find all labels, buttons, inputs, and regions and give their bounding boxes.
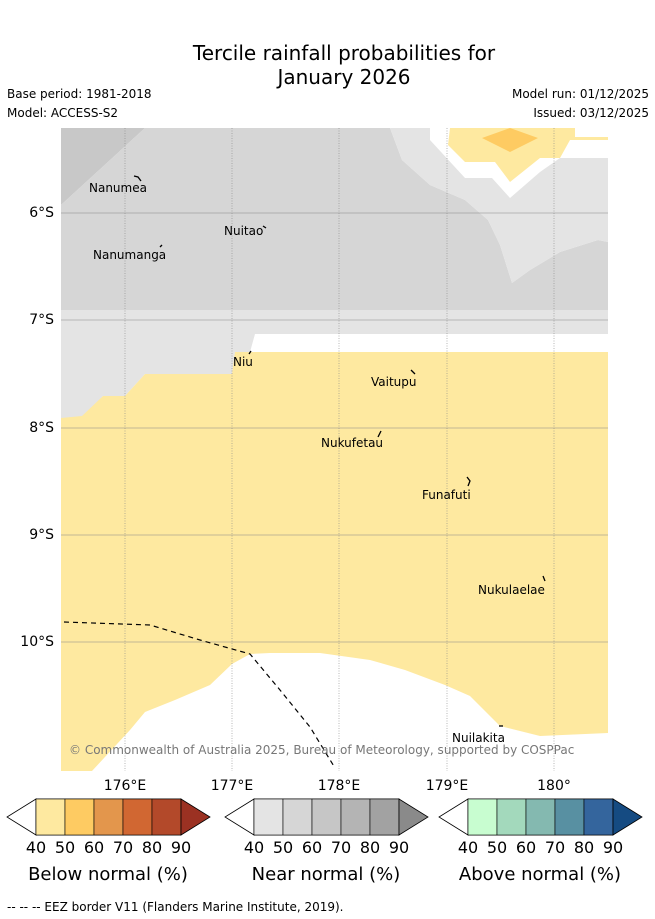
colorbar-below-normal xyxy=(6,798,211,836)
island-mark-nukufetau xyxy=(377,430,382,438)
lat-label: 7°S xyxy=(29,312,54,328)
region-below-normal-40 xyxy=(61,352,608,771)
colorbar-tick: 50 xyxy=(54,838,76,857)
colorbar-below-high-triangle xyxy=(180,798,211,836)
colorbar-tick: 70 xyxy=(544,838,566,857)
place-label-nukufetau: Nukufetau xyxy=(321,436,384,450)
model-name: Model: ACCESS-S2 xyxy=(7,106,119,120)
copyright-notice: © Commonwealth of Australia 2025, Bureau… xyxy=(69,743,575,757)
colorbar-tick: 40 xyxy=(243,838,265,857)
colorbar-cell xyxy=(583,798,614,836)
colorbar-tick: 50 xyxy=(486,838,508,857)
lon-label: 176°E xyxy=(103,778,147,794)
lon-label: 180° xyxy=(537,778,571,794)
place-label-nanumanga: Nanumanga xyxy=(93,248,167,262)
colorbar-near-low-triangle xyxy=(224,798,255,836)
colorbar-tick: 70 xyxy=(330,838,352,857)
colorbar-tick: 60 xyxy=(83,838,105,857)
colorbar-above-title: Above normal (%) xyxy=(458,864,622,885)
island-mark-vaitupu xyxy=(410,369,416,375)
colorbar-near-normal xyxy=(224,798,429,836)
map-gridlines xyxy=(61,128,608,771)
eez-border-line xyxy=(63,621,336,769)
colorbar-near-title: Near normal (%) xyxy=(251,864,401,885)
base-period: Base period: 1981-2018 xyxy=(7,87,152,101)
place-label-nuitao: Nuitao xyxy=(224,224,264,238)
region-near-normal-40-mid xyxy=(61,310,608,418)
lon-label: 178°E xyxy=(317,778,361,794)
place-label-vaitupu: Vaitupu xyxy=(371,375,417,389)
place-label-nukulaelae: Nukulaelae xyxy=(478,583,545,597)
colorbar-above-normal xyxy=(438,798,643,836)
colorbar-below-low-triangle xyxy=(6,798,37,836)
colorbar-tick: 90 xyxy=(602,838,624,857)
colorbar-cell xyxy=(35,798,66,836)
lon-label: 179°E xyxy=(425,778,469,794)
colorbar-below-cells xyxy=(35,798,182,836)
colorbar-tick: 80 xyxy=(573,838,595,857)
colorbar-above-low-triangle xyxy=(438,798,469,836)
colorbar-tick: 80 xyxy=(141,838,163,857)
colorbar-above-cells xyxy=(467,798,614,836)
colorbar-cell xyxy=(253,798,284,836)
place-label-nanumea: Nanumea xyxy=(89,181,147,195)
lat-label: 9°S xyxy=(29,527,54,543)
place-label-nuilakita: Nuilakita xyxy=(452,731,505,745)
island-mark-nuitao xyxy=(262,225,267,229)
island-mark-niu xyxy=(248,350,252,355)
map-title-line1: Tercile rainfall probabilities for xyxy=(192,41,496,65)
colorbar-cell xyxy=(311,798,342,836)
colorbar-tick: 60 xyxy=(301,838,323,857)
region-near-normal-40-ne xyxy=(390,128,608,283)
map-title-line2: January 2026 xyxy=(277,65,411,89)
colorbar-cell xyxy=(64,798,95,836)
colorbar-cell xyxy=(282,798,313,836)
island-mark-nukulaelae xyxy=(542,575,546,582)
region-near-normal-50 xyxy=(61,128,608,320)
colorbar-tick: 90 xyxy=(170,838,192,857)
island-mark-funafuti xyxy=(466,476,471,487)
colorbar-cell xyxy=(93,798,124,836)
island-marks xyxy=(133,175,546,727)
island-mark-nanumea xyxy=(133,175,142,182)
colorbar-cell xyxy=(340,798,371,836)
colorbar-below-title: Below normal (%) xyxy=(28,864,188,885)
lat-label: 10°S xyxy=(20,634,54,650)
place-label-funafuti: Funafuti xyxy=(422,488,471,502)
colorbar-cell xyxy=(467,798,498,836)
place-label-niu: Niu xyxy=(233,355,253,369)
colorbar-tick: 50 xyxy=(272,838,294,857)
model-run: Model run: 01/12/2025 xyxy=(511,87,649,101)
colorbar-near-cells xyxy=(253,798,400,836)
lat-label: 8°S xyxy=(29,420,54,436)
colorbar-cell xyxy=(496,798,527,836)
colorbar-near-high-triangle xyxy=(398,798,429,836)
colorbar-tick: 80 xyxy=(359,838,381,857)
issued-date: Issued: 03/12/2025 xyxy=(533,106,649,120)
lat-label: 6°S xyxy=(29,205,54,221)
island-mark-nanumanga xyxy=(159,244,163,248)
colorbar-tick: 40 xyxy=(25,838,47,857)
region-below-normal-40-ne xyxy=(448,128,608,182)
region-below-normal-50-ne xyxy=(482,128,538,152)
map-fill-regions xyxy=(61,128,608,771)
colorbar-cell xyxy=(151,798,182,836)
colorbar-tick: 40 xyxy=(457,838,479,857)
eez-legend-note: -- -- -- EEZ border V11 (Flanders Marine… xyxy=(7,900,344,914)
colorbar-cell xyxy=(122,798,153,836)
colorbar-cell xyxy=(554,798,585,836)
colorbar-tick: 70 xyxy=(112,838,134,857)
colorbar-cell xyxy=(369,798,400,836)
colorbar-tick: 90 xyxy=(388,838,410,857)
colorbar-cell xyxy=(525,798,556,836)
colorbar-tick: 60 xyxy=(515,838,537,857)
colorbar-above-high-triangle xyxy=(612,798,643,836)
lon-label: 177°E xyxy=(210,778,254,794)
